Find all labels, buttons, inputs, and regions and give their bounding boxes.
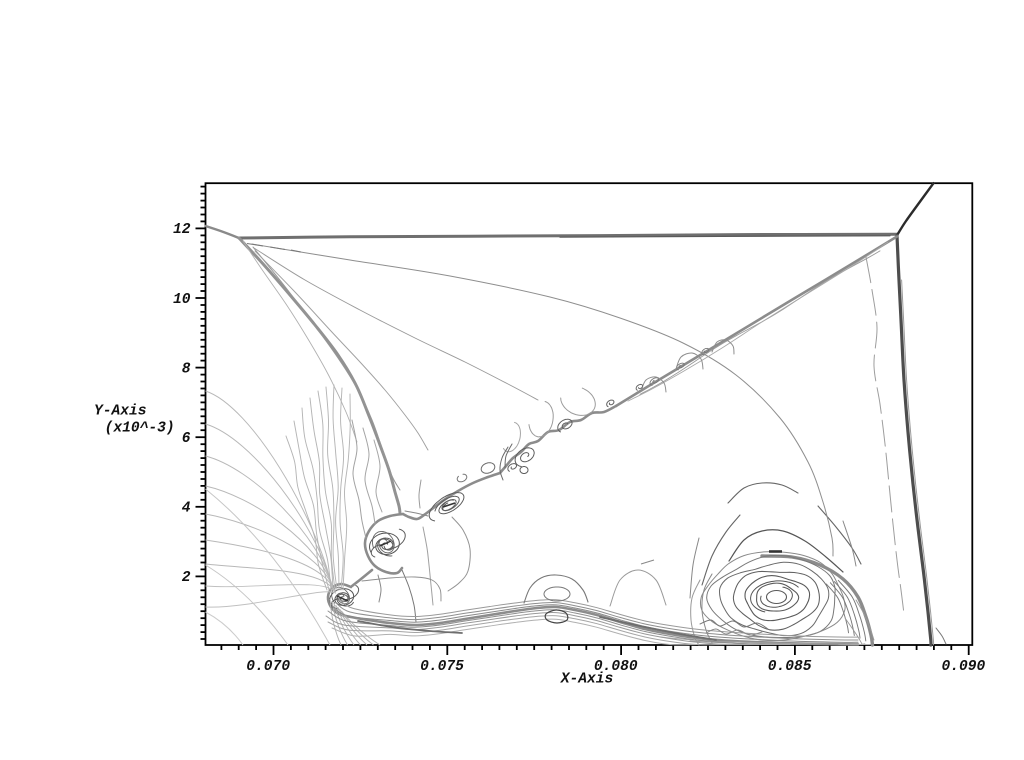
svg-text:0.070: 0.070 bbox=[246, 659, 290, 675]
svg-text:6: 6 bbox=[182, 431, 191, 447]
svg-text:(x10^-3): (x10^-3) bbox=[105, 421, 175, 437]
svg-text:0.085: 0.085 bbox=[768, 659, 812, 675]
svg-text:Y-Axis: Y-Axis bbox=[94, 404, 147, 420]
svg-text:4: 4 bbox=[182, 501, 191, 517]
svg-text:12: 12 bbox=[173, 222, 191, 238]
svg-text:10: 10 bbox=[173, 292, 191, 308]
svg-text:2: 2 bbox=[182, 570, 191, 586]
svg-text:0.080: 0.080 bbox=[594, 659, 638, 675]
svg-text:0.090: 0.090 bbox=[942, 659, 986, 675]
svg-text:8: 8 bbox=[182, 361, 191, 377]
svg-text:0.075: 0.075 bbox=[420, 659, 464, 675]
svg-text:X-Axis: X-Axis bbox=[560, 672, 614, 688]
